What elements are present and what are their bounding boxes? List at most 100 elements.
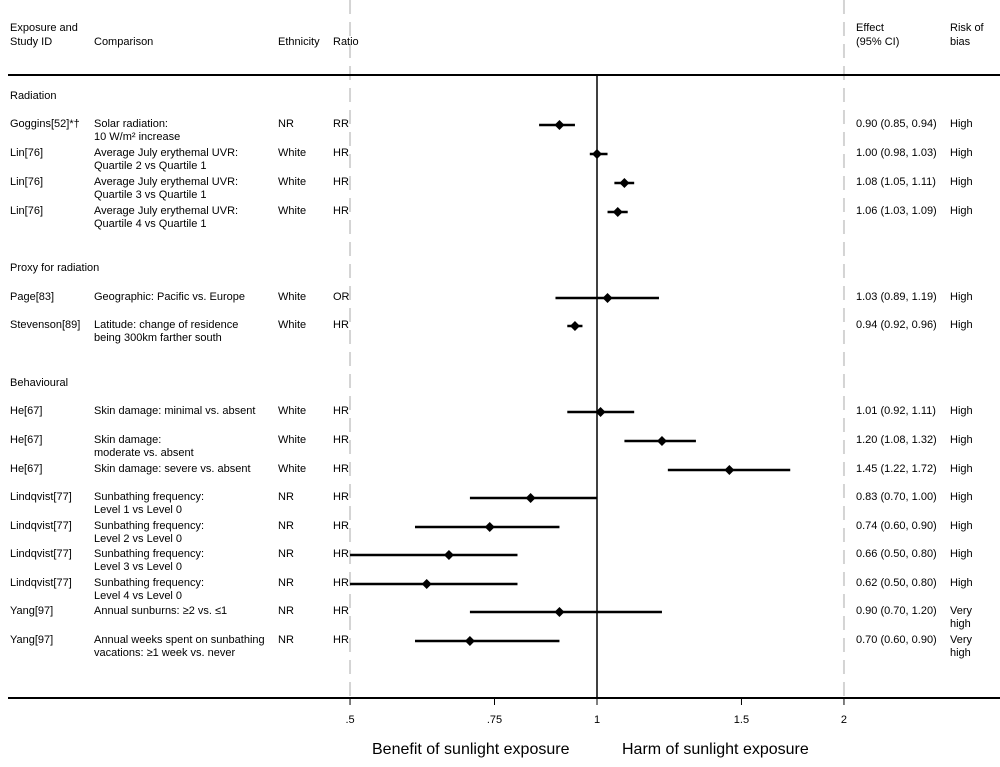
risk-of-bias: High	[950, 463, 973, 475]
risk-of-bias: Very high	[950, 634, 973, 659]
ethnicity: NR	[278, 520, 294, 532]
ratio-type: HR	[333, 319, 349, 331]
comparison: Average July erythemal UVR: Quartile 3 v…	[94, 176, 239, 201]
ratio-type: HR	[333, 520, 349, 532]
study-id: Yang[97]	[10, 605, 54, 617]
harm-label: Harm of sunlight exposure	[622, 741, 809, 758]
point-estimate	[656, 436, 667, 446]
point-estimate	[602, 293, 613, 303]
comparison: Sunbathing frequency: Level 1 vs Level 0	[94, 491, 205, 516]
risk-of-bias: High	[950, 405, 973, 417]
point-estimate	[595, 407, 606, 417]
ethnicity: White	[278, 319, 307, 331]
study-id: Page[83]	[10, 291, 55, 303]
point-estimate	[619, 178, 630, 188]
ethnicity: NR	[278, 577, 294, 589]
benefit-label: Benefit of sunlight exposure	[372, 741, 570, 758]
effect-ci: 0.74 (0.60, 0.90)	[856, 520, 937, 532]
ethnicity: White	[278, 405, 307, 417]
study-id: He[67]	[10, 434, 43, 446]
effect-ci: 1.03 (0.89, 1.19)	[856, 291, 937, 303]
group-heading: Proxy for radiation	[10, 262, 100, 274]
ethnicity: NR	[278, 605, 294, 617]
effect-ci: 0.90 (0.70, 1.20)	[856, 605, 937, 617]
risk-of-bias: High	[950, 548, 973, 560]
study-id: Goggins[52]*†	[10, 118, 80, 130]
effect-ci: 1.45 (1.22, 1.72)	[856, 463, 937, 475]
risk-of-bias: Very high	[950, 605, 973, 630]
study-id: He[67]	[10, 405, 43, 417]
ethnicity: NR	[278, 491, 294, 503]
comparison: Average July erythemal UVR: Quartile 2 v…	[94, 147, 239, 172]
point-estimate	[569, 321, 580, 331]
point-estimate	[484, 522, 495, 532]
header-effect: Effect (95% CI)	[856, 22, 900, 48]
study-id: Yang[97]	[10, 634, 54, 646]
ratio-type: HR	[333, 147, 349, 159]
ratio-type: HR	[333, 405, 349, 417]
ethnicity: White	[278, 434, 307, 446]
ratio-type: HR	[333, 605, 349, 617]
x-tick-label: 1.5	[733, 714, 750, 726]
ethnicity: NR	[278, 634, 294, 646]
ethnicity: White	[278, 463, 307, 475]
ethnicity: White	[278, 176, 307, 188]
effect-ci: 0.66 (0.50, 0.80)	[856, 548, 937, 560]
effect-ci: 1.06 (1.03, 1.09)	[856, 205, 937, 217]
study-id: Lindqvist[77]	[10, 548, 72, 560]
effect-ci: 1.00 (0.98, 1.03)	[856, 147, 937, 159]
point-estimate	[443, 550, 454, 560]
study-id: Lindqvist[77]	[10, 520, 72, 532]
comparison: Sunbathing frequency: Level 2 vs Level 0	[94, 520, 205, 545]
ratio-type: HR	[333, 548, 349, 560]
comparison: Skin damage: moderate vs. absent	[94, 434, 194, 459]
ratio-type: HR	[333, 463, 349, 475]
point-estimate	[525, 493, 536, 503]
risk-of-bias: High	[950, 434, 973, 446]
ethnicity: White	[278, 147, 307, 159]
point-estimate	[421, 579, 432, 589]
study-id: He[67]	[10, 463, 43, 475]
group-heading: Behavioural	[10, 377, 69, 389]
point-estimate	[554, 607, 565, 617]
ethnicity: White	[278, 205, 307, 217]
comparison: Sunbathing frequency: Level 3 vs Level 0	[94, 548, 205, 573]
header-risk: Risk of bias	[950, 22, 984, 48]
ratio-type: RR	[333, 118, 349, 130]
point-estimate	[464, 636, 475, 646]
study-id: Lindqvist[77]	[10, 577, 72, 589]
ratio-type: HR	[333, 491, 349, 503]
risk-of-bias: High	[950, 205, 973, 217]
comparison: Skin damage: minimal vs. absent	[94, 405, 256, 417]
x-tick-label: 1	[593, 714, 601, 726]
group-heading: Radiation	[10, 90, 57, 102]
risk-of-bias: High	[950, 520, 973, 532]
point-estimate	[612, 207, 623, 217]
ratio-type: HR	[333, 176, 349, 188]
x-tick-label: .75	[486, 714, 503, 726]
study-id: Lin[76]	[10, 147, 44, 159]
risk-of-bias: High	[950, 577, 973, 589]
effect-ci: 0.94 (0.92, 0.96)	[856, 319, 937, 331]
risk-of-bias: High	[950, 147, 973, 159]
effect-ci: 1.01 (0.92, 1.11)	[856, 405, 936, 417]
study-id: Lin[76]	[10, 205, 44, 217]
study-id: Lindqvist[77]	[10, 491, 72, 503]
header-study: Exposure and Study ID	[10, 22, 78, 48]
study-id: Stevenson[89]	[10, 319, 81, 331]
comparison: Skin damage: severe vs. absent	[94, 463, 251, 475]
header-ethnicity: Ethnicity	[278, 36, 320, 48]
effect-ci: 0.90 (0.85, 0.94)	[856, 118, 937, 130]
point-estimate	[724, 465, 735, 475]
comparison: Latitude: change of residence being 300k…	[94, 319, 239, 344]
ratio-type: HR	[333, 577, 349, 589]
effect-ci: 0.83 (0.70, 1.00)	[856, 491, 937, 503]
risk-of-bias: High	[950, 176, 973, 188]
risk-of-bias: High	[950, 319, 973, 331]
ratio-type: OR	[333, 291, 350, 303]
point-estimate	[554, 120, 565, 130]
effect-ci: 1.20 (1.08, 1.32)	[856, 434, 937, 446]
risk-of-bias: High	[950, 491, 973, 503]
comparison: Average July erythemal UVR: Quartile 4 v…	[94, 205, 239, 230]
header-comparison: Comparison	[94, 36, 154, 48]
